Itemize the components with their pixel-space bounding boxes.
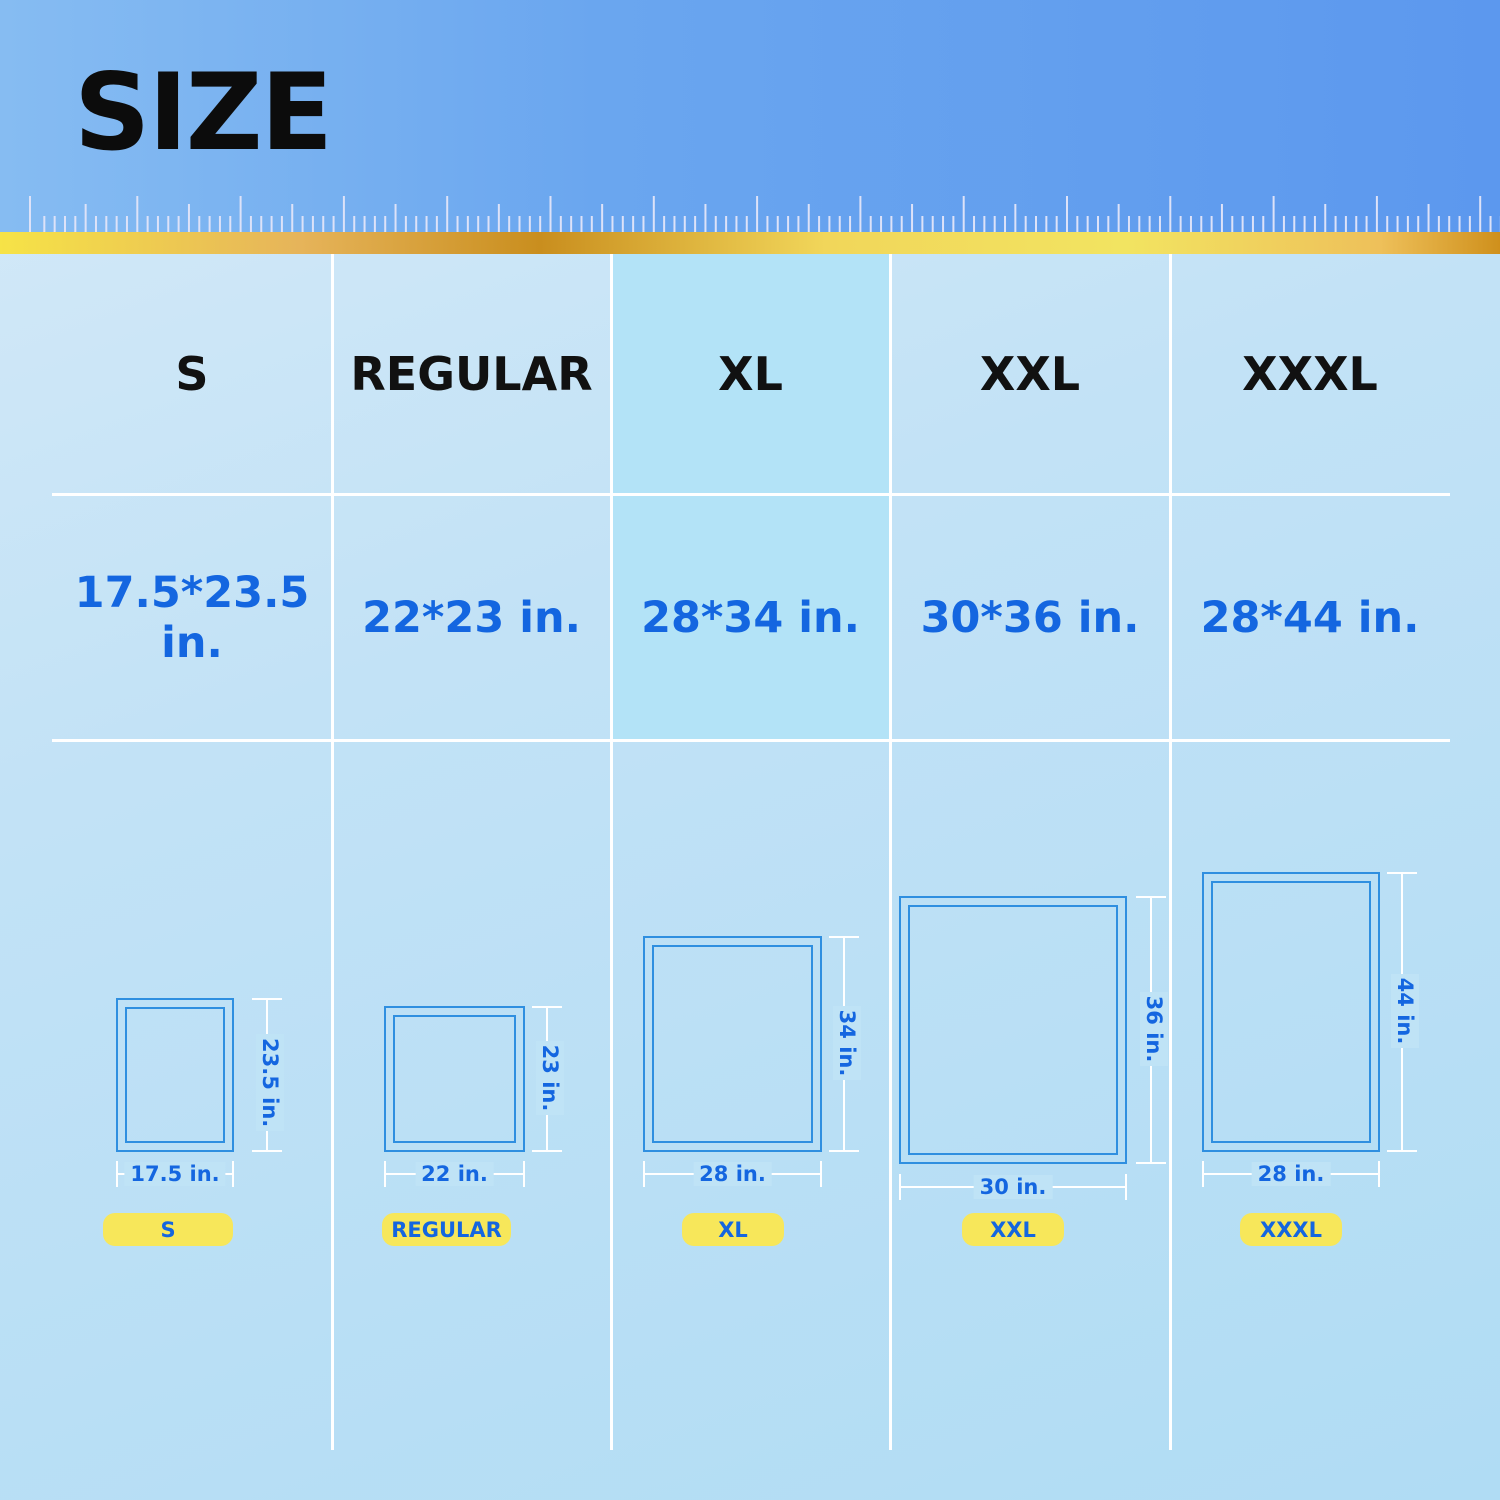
size-header-xxl: XXL bbox=[979, 347, 1081, 401]
height-label-xxl: 36 in. bbox=[1140, 985, 1168, 1073]
height-label-text: 23.5 in. bbox=[256, 1034, 284, 1132]
size-dimensions-xxl: 30*36 in. bbox=[920, 593, 1140, 643]
column-divider bbox=[331, 254, 334, 1450]
size-diagram-regular bbox=[384, 1006, 525, 1152]
size-header-regular: REGULAR bbox=[350, 347, 593, 401]
size-header-xl: XL bbox=[718, 347, 783, 401]
diagram-inner-border bbox=[1211, 881, 1371, 1143]
width-label-s: 17.5 in. bbox=[124, 1162, 226, 1186]
height-label-text: 44 in. bbox=[1391, 973, 1419, 1049]
size-header-xxxl: XXXL bbox=[1242, 347, 1378, 401]
ruler-decoration bbox=[29, 196, 1500, 232]
height-label-text: 36 in. bbox=[1140, 991, 1168, 1067]
size-badge-s: S bbox=[103, 1213, 233, 1246]
size-badge-regular: REGULAR bbox=[382, 1213, 511, 1246]
page-title: SIZE bbox=[74, 51, 333, 174]
header-banner bbox=[0, 0, 1500, 232]
size-badge-xxl: XXL bbox=[962, 1213, 1064, 1246]
row-divider bbox=[52, 493, 1450, 496]
gold-bar-divider bbox=[0, 232, 1500, 254]
height-label-xl: 34 in. bbox=[833, 999, 861, 1087]
width-label-xl: 28 in. bbox=[693, 1162, 772, 1186]
height-label-regular: 23 in. bbox=[536, 1034, 564, 1122]
size-dimensions-s: 17.5*23.5 in. bbox=[74, 568, 310, 668]
width-label-regular: 22 in. bbox=[415, 1162, 494, 1186]
size-diagram-xxl bbox=[899, 896, 1127, 1164]
row-divider bbox=[52, 739, 1450, 742]
diagram-inner-border bbox=[125, 1007, 225, 1143]
height-label-text: 23 in. bbox=[536, 1040, 564, 1116]
height-label-xxxl: 44 in. bbox=[1391, 967, 1419, 1055]
column-divider bbox=[610, 254, 613, 1450]
size-diagram-xl bbox=[643, 936, 822, 1152]
width-label-xxxl: 28 in. bbox=[1251, 1162, 1331, 1186]
diagram-inner-border bbox=[393, 1015, 516, 1143]
size-dimensions-xl: 28*34 in. bbox=[641, 593, 860, 643]
size-dimensions-regular: 22*23 in. bbox=[362, 593, 581, 643]
size-badge-xl: XL bbox=[682, 1213, 784, 1246]
height-label-s: 23.5 in. bbox=[256, 1030, 284, 1132]
size-header-s: S bbox=[175, 347, 209, 401]
column-divider bbox=[1169, 254, 1172, 1450]
size-diagram-xxxl bbox=[1202, 872, 1380, 1152]
size-badge-xxxl: XXXL bbox=[1240, 1213, 1342, 1246]
height-label-text: 34 in. bbox=[833, 1005, 861, 1081]
size-diagram-s bbox=[116, 998, 234, 1152]
xl-column-highlight bbox=[612, 254, 890, 740]
diagram-inner-border bbox=[908, 905, 1118, 1155]
width-label-xxl: 30 in. bbox=[973, 1175, 1053, 1199]
column-divider bbox=[889, 254, 892, 1450]
diagram-inner-border bbox=[652, 945, 813, 1143]
size-dimensions-xxxl: 28*44 in. bbox=[1200, 593, 1420, 643]
